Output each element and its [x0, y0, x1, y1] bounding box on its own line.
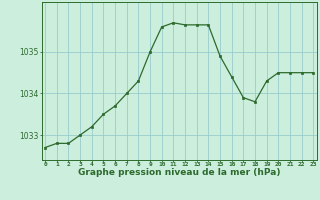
X-axis label: Graphe pression niveau de la mer (hPa): Graphe pression niveau de la mer (hPa)	[78, 168, 280, 177]
